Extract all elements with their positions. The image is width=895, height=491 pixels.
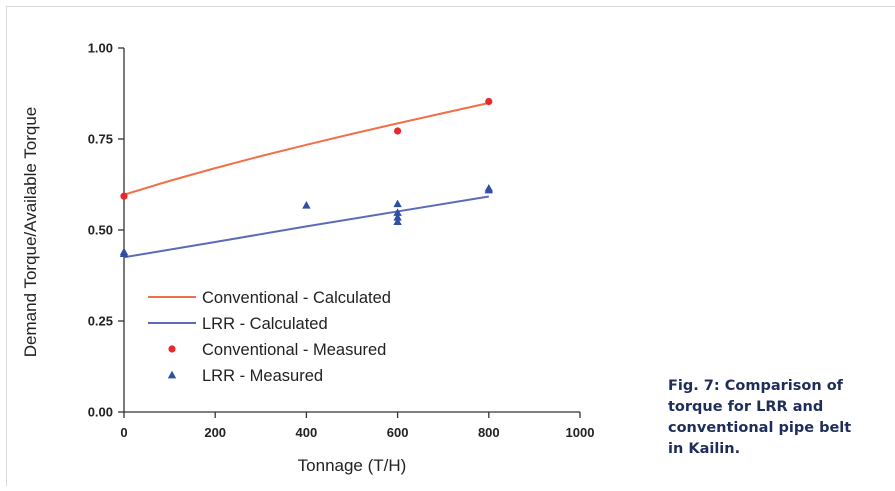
y-axis-title: Demand Torque/Available Torque: [21, 107, 40, 357]
series-layer: [119, 97, 493, 259]
y-tick-label: 0.25: [88, 314, 113, 329]
y-tick-label: 1.00: [88, 41, 113, 56]
torque-chart: 0.00 0.25 0.50 0.75 1.00 0 200 400 600 800 1000 D…: [21, 41, 594, 476]
data-point-lrr-measured: [302, 201, 311, 209]
x-axis-title: Tonnage (T/H): [298, 456, 407, 475]
data-point-lrr-measured: [393, 199, 402, 208]
x-tick-label: 400: [296, 425, 318, 440]
x-ticks: 0 200 400 600 800 1000: [120, 412, 594, 440]
data-point-conventional-measured: [485, 97, 493, 106]
data-point-lrr-measured: [393, 213, 402, 221]
legend-circle-swatch: [168, 345, 176, 353]
y-ticks: 0.00 0.25 0.50 0.75 1.00: [88, 41, 124, 420]
series-line-lrr-calculated: [123, 195, 489, 259]
figure-caption: Fig. 7: Comparison of torque for LRR and…: [668, 376, 893, 460]
x-tick-label: 600: [387, 425, 409, 440]
y-tick-label: 0.00: [88, 405, 113, 420]
caption-line: conventional pipe belt: [668, 420, 852, 436]
legend: Conventional - Calculated LRR - Calculate…: [148, 289, 391, 385]
x-tick-label: 0: [120, 425, 127, 440]
x-tick-label: 800: [478, 425, 500, 440]
x-tick-label: 1000: [566, 425, 595, 440]
data-point-lrr-measured: [393, 208, 402, 216]
legend-label: Conventional - Measured: [202, 341, 386, 359]
legend-label: Conventional - Calculated: [202, 289, 391, 307]
data-point-lrr-measured: [119, 247, 129, 256]
legend-label: LRR - Calculated: [202, 315, 328, 333]
caption-line: torque for LRR and: [668, 399, 824, 415]
data-point-conventional-measured: [120, 192, 128, 200]
caption-line: Fig. 7: Comparison of: [668, 378, 843, 394]
y-tick-label: 0.75: [88, 132, 113, 147]
data-point-lrr-measured: [393, 217, 402, 225]
data-point-lrr-measured: [484, 185, 493, 194]
legend-label: LRR - Measured: [202, 367, 323, 385]
data-point-conventional-measured: [394, 127, 402, 135]
x-tick-label: 200: [204, 425, 226, 440]
caption-line: in Kailin.: [668, 441, 741, 457]
legend-triangle-swatch: [167, 370, 177, 379]
figure-frame: [6, 6, 895, 486]
series-line-conventional-calculated: [123, 101, 490, 196]
y-tick-label: 0.50: [88, 223, 113, 238]
